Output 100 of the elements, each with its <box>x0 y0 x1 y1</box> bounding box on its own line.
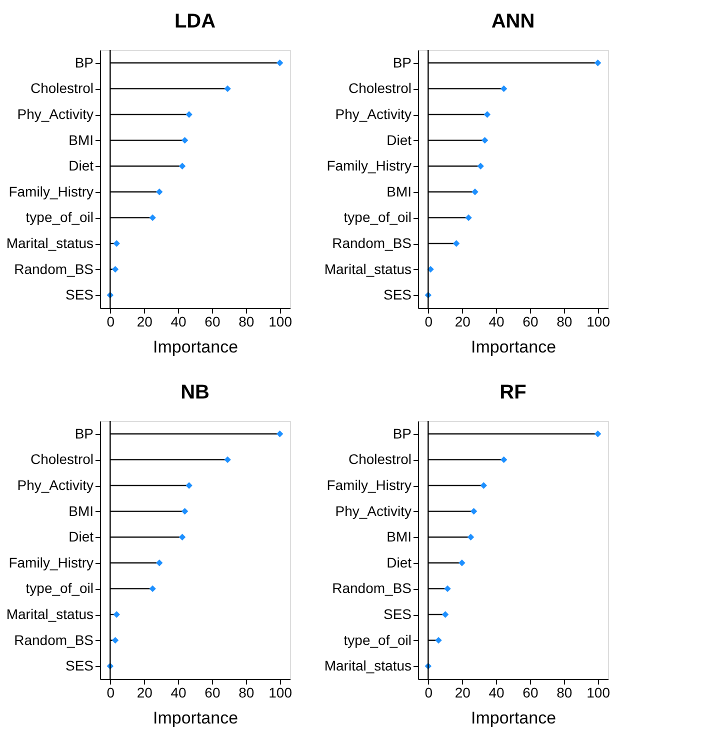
y-tick-label: BMI <box>68 132 94 148</box>
y-tick-label: Diet <box>386 132 412 148</box>
x-tick-label: 0 <box>424 684 433 700</box>
point <box>500 456 508 464</box>
y-tick-label: Family_Histry <box>8 183 94 200</box>
y-tick-label: Family_Histry <box>8 554 94 570</box>
point <box>500 85 508 92</box>
point <box>149 585 156 592</box>
point <box>178 534 186 540</box>
point <box>477 162 484 170</box>
y-tick-label: type_of_oil <box>26 209 94 226</box>
point <box>156 560 163 566</box>
y-tick-label: Marital_status <box>6 606 94 622</box>
point <box>442 611 449 618</box>
point <box>156 188 163 196</box>
y-tick-label: Family_Histry <box>326 477 412 493</box>
x-tick-label: 100 <box>268 684 292 700</box>
point <box>181 508 188 515</box>
x-tick-label: 80 <box>238 314 254 330</box>
y-tick-label: Marital_status <box>324 658 412 674</box>
point <box>472 188 478 196</box>
y-tick-label: Random_BS <box>332 235 412 251</box>
point <box>186 111 192 118</box>
x-tick-label: 40 <box>488 684 505 700</box>
chart-title: NB <box>180 381 210 404</box>
y-tick-label: Diet <box>386 554 412 570</box>
point <box>480 482 488 489</box>
point <box>444 585 451 592</box>
y-tick-label: Family_Histry <box>326 158 412 174</box>
y-tick-label: BP <box>392 54 412 70</box>
point <box>481 136 488 144</box>
y-tick-label: SES <box>65 286 94 303</box>
y-tick-label: Cholestrol <box>348 80 412 96</box>
x-axis-title: Importance <box>152 338 238 356</box>
point <box>112 266 119 273</box>
x-tick-label: 100 <box>268 314 292 330</box>
x-tick-label: 60 <box>204 314 220 330</box>
x-tick-label: 80 <box>238 684 254 700</box>
point <box>181 136 188 144</box>
x-tick-label: 20 <box>136 684 153 700</box>
y-tick-label: BMI <box>386 183 412 200</box>
x-axis-title: Importance <box>152 708 238 728</box>
x-tick-label: 80 <box>556 684 572 700</box>
point <box>113 240 120 247</box>
y-tick-label: Random_BS <box>14 260 94 277</box>
y-tick-label: Cholestrol <box>348 451 412 468</box>
point <box>276 60 284 66</box>
y-tick-label: Phy_Activity <box>335 502 412 519</box>
point <box>113 611 120 618</box>
point <box>112 636 119 644</box>
point <box>224 456 231 464</box>
point <box>149 214 156 222</box>
point <box>276 430 284 438</box>
x-tick-label: 100 <box>586 314 610 330</box>
x-tick-label: 0 <box>424 314 433 330</box>
y-tick-label: BP <box>74 425 94 442</box>
y-tick-label: type_of_oil <box>344 209 412 226</box>
x-tick-label: 0 <box>106 314 115 330</box>
y-tick-label: Phy_Activity <box>17 106 94 122</box>
point <box>594 60 602 66</box>
y-tick-label: Cholestrol <box>30 80 94 96</box>
y-tick-label: BMI <box>386 528 412 545</box>
y-tick-label: BP <box>392 425 412 442</box>
x-axis-title: Importance <box>470 338 556 356</box>
point <box>470 508 478 515</box>
point <box>435 636 442 644</box>
point <box>186 482 192 489</box>
x-tick-label: 60 <box>522 684 538 700</box>
y-tick-label: Diet <box>68 528 94 545</box>
x-tick-label: 80 <box>556 314 572 330</box>
x-tick-label: 60 <box>204 684 220 700</box>
point <box>452 240 460 247</box>
y-tick-label: Marital_status <box>324 260 412 277</box>
point <box>465 214 472 222</box>
y-tick-label: Cholestrol <box>30 451 94 468</box>
y-tick-label: SES <box>383 606 412 622</box>
x-tick-label: 40 <box>488 314 505 330</box>
y-tick-label: Phy_Activity <box>335 106 412 122</box>
y-tick-label: Random_BS <box>332 580 412 596</box>
y-tick-label: Random_BS <box>14 632 94 648</box>
point <box>467 534 474 540</box>
point <box>178 162 186 170</box>
x-tick-label: 0 <box>106 684 115 700</box>
y-tick-label: type_of_oil <box>344 632 412 648</box>
point <box>224 85 231 92</box>
x-tick-label: 20 <box>454 684 471 700</box>
x-tick-label: 20 <box>454 314 471 330</box>
y-tick-label: SES <box>383 286 412 303</box>
y-tick-label: BP <box>74 54 94 70</box>
x-axis-title: Importance <box>470 708 556 728</box>
point <box>594 430 602 438</box>
y-tick-label: BMI <box>68 502 94 519</box>
chart-title: LDA <box>174 10 216 32</box>
y-tick-label: type_of_oil <box>26 580 94 596</box>
chart-title: RF <box>500 381 526 404</box>
y-tick-label: Phy_Activity <box>17 477 94 493</box>
chart-title: ANN <box>491 10 535 32</box>
y-tick-label: SES <box>65 658 94 674</box>
point <box>458 560 466 566</box>
x-tick-label: 40 <box>170 684 187 700</box>
